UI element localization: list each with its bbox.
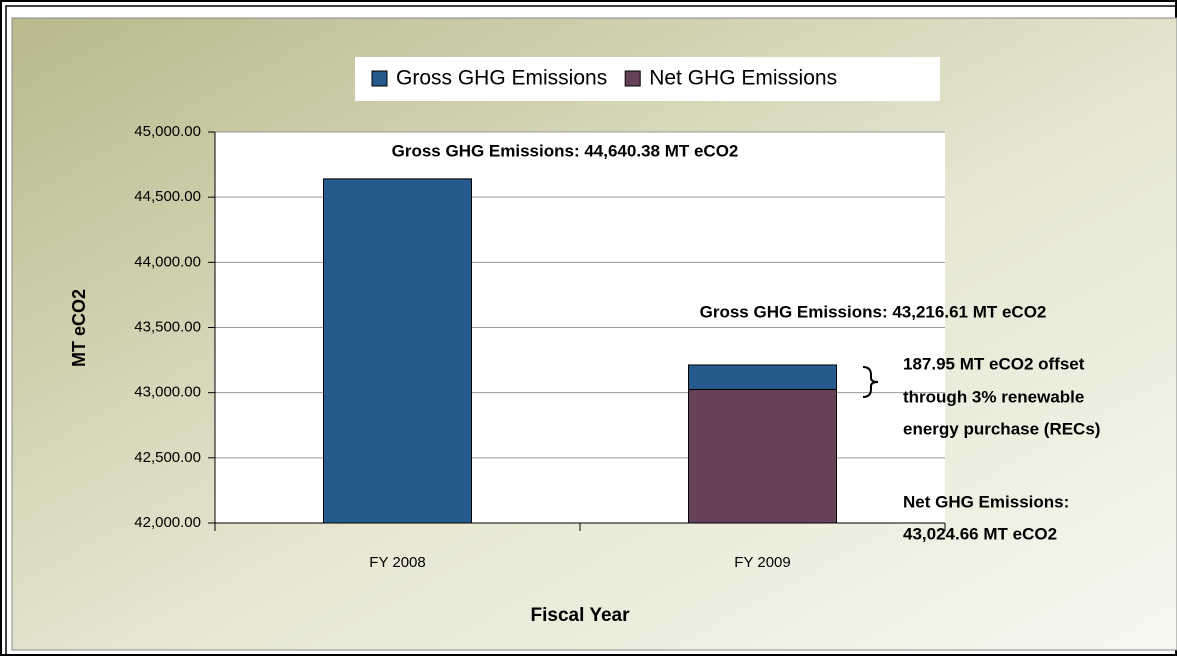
legend-label: Gross GHG Emissions [396, 67, 607, 90]
annotation: Gross GHG Emissions: 43,216.61 MT eCO2 [700, 302, 1047, 321]
y-axis-label: MT eCO2 [69, 289, 89, 367]
annotation: through 3% renewable [903, 387, 1084, 406]
bar-segment [323, 178, 472, 524]
annotation: energy purchase (RECs) [903, 419, 1100, 438]
legend-swatch [624, 70, 641, 87]
legend-label: Net GHG Emissions [649, 67, 837, 90]
y-tick-label: 44,000.00 [134, 253, 201, 270]
annotation: 187.95 MT eCO2 offset [903, 354, 1085, 373]
bar-segment [688, 364, 837, 390]
y-tick-label: 42,000.00 [134, 514, 201, 531]
bar-segment [688, 388, 837, 524]
legend-swatch [371, 70, 388, 87]
x-tick-label: FY 2009 [734, 554, 790, 571]
y-tick-label: 43,500.00 [134, 318, 201, 335]
annotation: Net GHG Emissions: [903, 492, 1069, 511]
annotation: Gross GHG Emissions: 44,640.38 MT eCO2 [392, 141, 739, 160]
annotation: 43,024.66 MT eCO2 [903, 524, 1057, 543]
legend-box [355, 57, 940, 101]
brace [862, 366, 879, 398]
x-tick-label: FY 2008 [369, 554, 425, 571]
y-tick-label: 44,500.00 [134, 188, 201, 205]
y-tick-label: 45,000.00 [134, 123, 201, 140]
y-tick-label: 42,500.00 [134, 449, 201, 466]
y-tick-label: 43,000.00 [134, 384, 201, 401]
x-axis-label: Fiscal Year [531, 605, 631, 626]
